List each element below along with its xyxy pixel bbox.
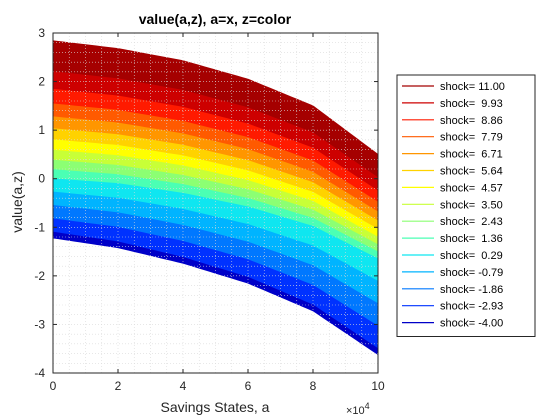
x-tick-label: 8 [310, 379, 317, 393]
x-axis-exponent: ×104 [346, 401, 370, 417]
legend-entry: shock= 5.64 [440, 166, 503, 178]
y-axis-label: value(a,z) [9, 171, 25, 232]
legend-entry: shock= 7.79 [440, 132, 503, 144]
axes [52, 32, 379, 374]
y-tick-label: -4 [34, 366, 45, 380]
x-tick-label: 2 [115, 379, 122, 393]
legend-entry: shock= 4.57 [440, 182, 503, 194]
x-axis-ticks: 0 2 4 6 8 10 [50, 33, 385, 393]
x-tick-label: 6 [245, 379, 252, 393]
x-tick-label: 4 [180, 379, 187, 393]
legend-entry: shock= 9.93 [440, 98, 503, 110]
legend-entry: shock= 1.36 [440, 233, 503, 245]
legend-entry: shock= 0.29 [440, 250, 503, 262]
legend-entry: shock= -1.86 [440, 284, 503, 296]
legend-entry: shock= -0.79 [440, 267, 503, 279]
x-tick-label: 0 [50, 379, 57, 393]
x-axis-label: Savings States, a [161, 399, 270, 415]
y-tick-label: 1 [38, 123, 45, 137]
y-tick-label: -2 [34, 269, 45, 283]
legend-entry: shock= -2.93 [440, 301, 503, 313]
y-tick-label: 3 [38, 26, 45, 40]
legend-entry: shock= 11.00 [440, 81, 505, 93]
legend-entry: shock= 2.43 [440, 216, 503, 228]
grid [52, 32, 379, 374]
y-tick-label: 0 [38, 172, 45, 186]
axes-box [52, 32, 379, 374]
y-tick-label: -1 [34, 220, 45, 234]
y-tick-label: -3 [34, 317, 45, 331]
legend-entry: shock= 6.71 [440, 149, 503, 161]
x-tick-label: 10 [371, 379, 385, 393]
y-tick-label: 2 [38, 75, 45, 89]
legend-box [396, 74, 536, 337]
chart-title: value(a,z), a=x, z=color [139, 11, 292, 27]
legend: shock= 11.00 shock= 9.93 shock= 8.86 shock=… [396, 74, 536, 337]
y-axis-ticks: -4 -3 -2 -1 0 1 2 3 [34, 26, 378, 380]
legend-entry: shock= 3.50 [440, 199, 503, 211]
legend-entry: shock= -4.00 [440, 318, 503, 330]
legend-entry: shock= 8.86 [440, 115, 503, 127]
